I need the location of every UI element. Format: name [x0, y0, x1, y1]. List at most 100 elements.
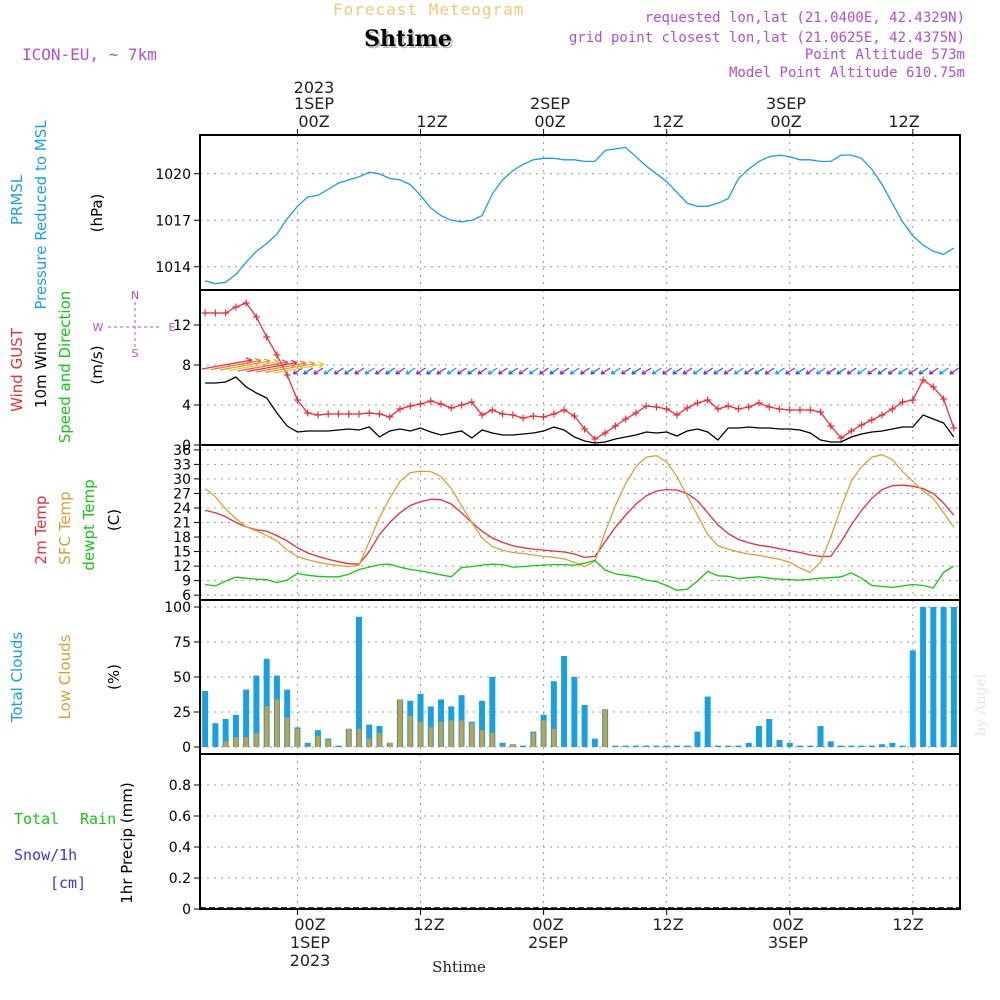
total-cloud-bar — [807, 745, 814, 747]
top-tick-label: 12Z — [416, 112, 447, 131]
chart-title: Shtime — [364, 26, 452, 52]
wind-arrow — [703, 367, 714, 375]
wind-arrow — [805, 367, 816, 375]
y-tick-label: 18 — [173, 530, 191, 546]
total-cloud-bar — [632, 745, 639, 747]
wind-arrow — [928, 367, 939, 375]
wind-arrow — [508, 367, 519, 375]
gust-marker — [888, 405, 896, 413]
gust-marker — [622, 415, 630, 423]
bottom-date-label: 1SEP — [290, 933, 330, 952]
wind-arrow — [610, 367, 621, 375]
gust-marker — [673, 411, 681, 419]
chart-supertitle: Forecast Meteogram — [333, 0, 524, 19]
gust-marker — [283, 371, 291, 379]
y-tick-label: 33 — [173, 457, 191, 473]
panel1-unit: (hPa) — [88, 194, 106, 233]
panel3-label-2mtemp: 2m Temp — [32, 496, 50, 565]
low-cloud-bar — [439, 721, 444, 747]
gust-marker — [417, 400, 425, 408]
temp-2m-line — [204, 484, 955, 565]
wind-arrow — [631, 367, 642, 375]
gust-marker — [919, 376, 927, 384]
low-cloud-bar — [449, 720, 454, 747]
low-cloud-bar — [233, 737, 238, 747]
total-cloud-bar — [766, 719, 773, 747]
gust-marker — [365, 409, 373, 417]
y-tick-label: 24 — [173, 501, 191, 517]
y-tick-label: 12 — [173, 559, 191, 575]
y-tick-label: 21 — [173, 516, 191, 532]
wind-arrow — [692, 367, 703, 375]
gust-marker — [345, 410, 353, 418]
gust-marker — [581, 425, 589, 433]
total-cloud-bar — [571, 677, 578, 747]
wind-arrow — [713, 367, 724, 375]
panel4-unit: (%) — [105, 664, 123, 690]
y-tick-label: 1014 — [155, 260, 191, 276]
total-cloud-bar — [725, 745, 732, 747]
wind-arrow — [415, 367, 426, 375]
gust-marker — [652, 403, 660, 411]
y-tick-label: 50 — [173, 670, 191, 686]
top-time-axis: 2023 1SEP 00Z 12Z 2SEP 00Z 12Z 3SEP 00Z … — [294, 78, 920, 131]
bottom-time-axis: 00Z 1SEP 2023 12Z 00Z 2SEP 12Z 00Z 3SEP … — [290, 915, 924, 970]
wind-arrow — [723, 367, 734, 375]
total-cloud-bar — [591, 738, 598, 747]
gust-marker — [304, 409, 312, 417]
wind-arrow — [477, 367, 488, 375]
total-cloud-bar — [879, 744, 886, 747]
low-cloud-bar — [356, 728, 361, 747]
gust-marker — [529, 412, 537, 420]
panel-4: 0 25 50 75 100 — [164, 599, 961, 756]
total-cloud-bar — [889, 742, 896, 747]
gust-marker — [837, 434, 845, 442]
panel3-label-dewpt: dewpt Temp — [80, 479, 98, 570]
gust-marker — [632, 409, 640, 417]
low-cloud-bar — [264, 706, 269, 747]
gust-marker — [642, 402, 650, 410]
wind-arrow — [456, 367, 467, 375]
gust-marker — [232, 303, 240, 311]
gust-marker — [447, 404, 455, 412]
gust-marker — [560, 406, 568, 414]
gust-marker — [406, 402, 414, 410]
total-cloud-bar — [858, 745, 865, 747]
compass-north: N — [131, 289, 139, 302]
wind-arrow — [333, 367, 344, 375]
total-cloud-bar — [827, 741, 834, 747]
total-cloud-bar — [222, 719, 229, 747]
gust-marker — [201, 309, 209, 317]
top-tick-label: 12Z — [652, 112, 683, 131]
total-cloud-bar — [335, 745, 342, 747]
gust-marker — [293, 396, 301, 404]
low-cloud-bar — [459, 720, 464, 747]
low-cloud-bar — [326, 740, 331, 747]
gust-marker — [263, 333, 271, 341]
bottom-tick-label: 00Z — [772, 915, 803, 934]
bottom-tick-label: 12Z — [413, 915, 444, 934]
total-cloud-bar — [489, 677, 496, 747]
y-tick-label: 75 — [173, 635, 191, 651]
gust-marker — [396, 405, 404, 413]
wind-arrow — [764, 367, 775, 375]
wind-arrow — [744, 367, 755, 375]
total-cloud-bar — [940, 607, 947, 747]
wind-arrows — [201, 357, 960, 375]
compass-west: W — [93, 321, 104, 334]
low-cloud-bar — [603, 709, 608, 747]
y-tick-label: 9 — [182, 574, 191, 590]
wind-arrow — [815, 367, 826, 375]
wind-arrow — [323, 367, 334, 375]
total-cloud-bar — [612, 745, 619, 747]
y-tick-label: 0 — [182, 902, 191, 918]
gust-marker — [570, 412, 578, 420]
panel4-label-total: Total Clouds — [8, 632, 26, 724]
gust-marker — [909, 396, 917, 404]
wind-compass: N W E S — [93, 289, 176, 360]
wind-arrow — [774, 367, 785, 375]
total-cloud-bar — [848, 745, 855, 747]
top-tick-label: 00Z — [770, 112, 801, 131]
wind-arrow — [662, 367, 673, 375]
wind-arrow-strong — [273, 361, 325, 374]
